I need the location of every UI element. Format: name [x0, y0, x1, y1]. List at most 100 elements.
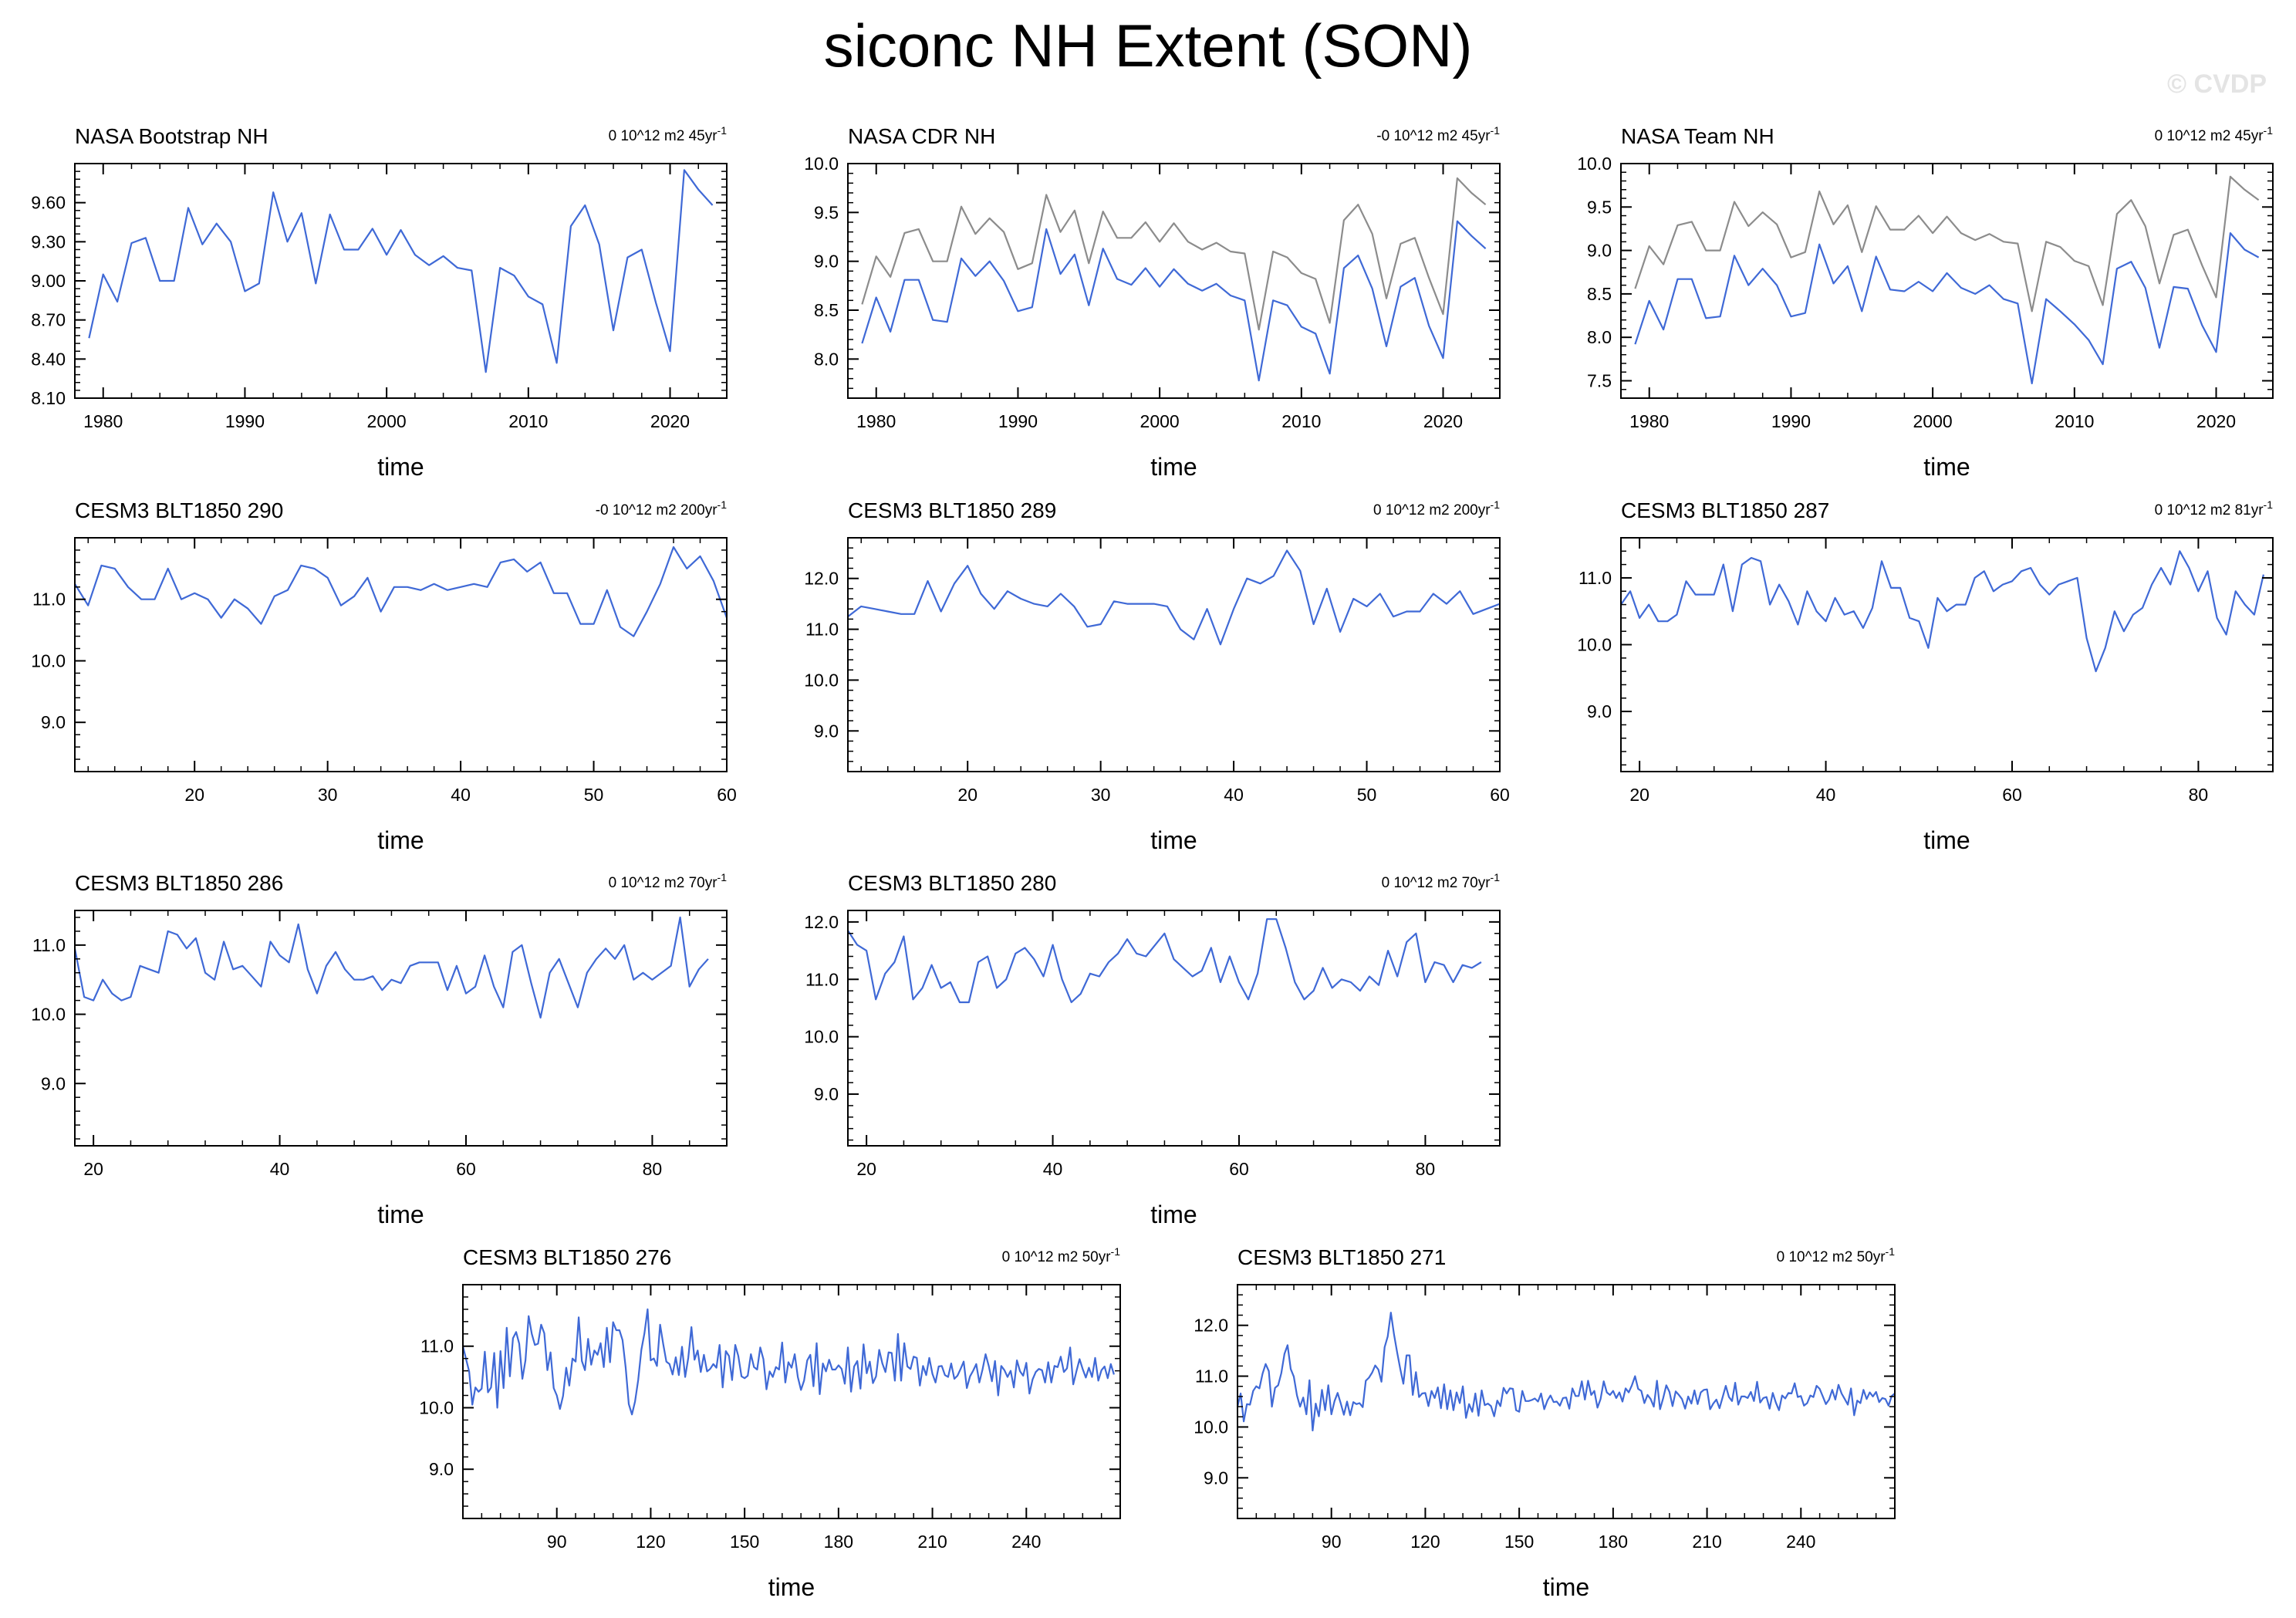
x-tick-label: 1990 [1771, 411, 1811, 431]
y-tick-label: 12.0 [804, 912, 839, 932]
y-tick-label: 10.0 [804, 670, 839, 690]
y-tick-label: 9.0 [429, 1459, 454, 1479]
x-tick-label: 30 [318, 785, 338, 805]
x-tick-label: 240 [1011, 1532, 1041, 1552]
series-line [848, 549, 1500, 646]
x-tick-label: 20 [856, 1159, 876, 1179]
x-axis-label: time [1923, 453, 1970, 481]
plot-frame [1620, 537, 2274, 772]
x-tick-label: 210 [917, 1532, 947, 1552]
x-tick-label: 2010 [2055, 411, 2094, 431]
x-tick-label: 2000 [1140, 411, 1180, 431]
trend-label: 0 10^12 m2 50yr-1 [1002, 1245, 1121, 1265]
plot-frame [847, 910, 1501, 1147]
y-tick-label: 10.0 [1577, 635, 1612, 655]
trend-label: 0 10^12 m2 81yr-1 [2155, 498, 2274, 519]
y-tick-label: 8.5 [814, 300, 839, 320]
panel: NASA Team NH 0 10^12 m2 45yr-1 7.5 8.0 8.5 9.… [1577, 124, 2274, 481]
panel-title: NASA Team NH [1621, 124, 1774, 148]
x-tick-label: 1980 [83, 411, 123, 431]
copyright-watermark: © CVDP [2167, 69, 2267, 99]
panel-title: CESM3 BLT1850 276 [463, 1245, 671, 1269]
y-tick-label: 8.70 [31, 310, 66, 330]
y-tick-label: 10.0 [31, 650, 66, 671]
x-tick-label: 50 [584, 785, 604, 805]
trend-label: 0 10^12 m2 45yr-1 [609, 124, 728, 144]
y-tick-label: 9.5 [1587, 197, 1612, 217]
x-tick-label: 40 [1224, 785, 1244, 805]
trend-label: -0 10^12 m2 200yr-1 [596, 498, 728, 519]
y-tick-label: 9.5 [814, 202, 839, 222]
panel: CESM3 BLT1850 290 -0 10^12 m2 200yr-1 9.0 1… [31, 498, 737, 854]
y-tick-label: 11.0 [32, 589, 66, 610]
x-tick-label: 60 [456, 1159, 476, 1179]
trend-label: -0 10^12 m2 45yr-1 [1376, 124, 1500, 144]
y-tick-label: 9.30 [31, 231, 66, 252]
panel: NASA CDR NH -0 10^12 m2 45yr-1 8.0 8.5 9.0 9.… [804, 124, 1501, 481]
y-tick-label: 10.0 [1577, 154, 1612, 174]
x-axis-label: time [377, 453, 424, 481]
x-tick-label: 2020 [2196, 411, 2236, 431]
series-line [463, 1308, 1115, 1416]
x-tick-label: 50 [1357, 785, 1377, 805]
x-tick-label: 2020 [650, 411, 690, 431]
x-tick-label: 30 [1091, 785, 1111, 805]
panel-title: CESM3 BLT1850 289 [848, 498, 1056, 522]
x-tick-label: 20 [184, 785, 204, 805]
series-line [848, 918, 1482, 1004]
x-tick-label: 120 [1410, 1532, 1440, 1552]
x-tick-label: 60 [717, 785, 737, 805]
x-tick-label: 150 [1504, 1532, 1534, 1552]
y-tick-label: 8.40 [31, 349, 66, 369]
y-tick-label: 8.5 [1587, 284, 1612, 304]
plot-frame [1620, 163, 2274, 399]
y-tick-label: 10.0 [1194, 1417, 1228, 1437]
y-tick-label: 11.0 [420, 1336, 454, 1356]
x-tick-label: 40 [270, 1159, 290, 1179]
y-tick-label: 11.0 [805, 620, 839, 640]
x-axis-label: time [377, 1201, 424, 1228]
x-tick-label: 60 [1229, 1159, 1249, 1179]
x-tick-label: 40 [451, 785, 471, 805]
y-tick-label: 10.0 [804, 1027, 839, 1047]
x-tick-label: 1990 [225, 411, 265, 431]
panel-title: NASA Bootstrap NH [75, 124, 268, 148]
x-axis-label: time [1150, 1201, 1197, 1228]
panel: CESM3 BLT1850 276 0 10^12 m2 50yr-1 9.0 10.… [419, 1245, 1121, 1601]
plot-frame [847, 537, 1501, 772]
x-tick-label: 40 [1816, 785, 1836, 805]
x-tick-label: 120 [636, 1532, 665, 1552]
trend-label: 0 10^12 m2 200yr-1 [1373, 498, 1500, 519]
y-tick-label: 7.5 [1587, 370, 1612, 390]
series-line [75, 916, 709, 1019]
x-tick-label: 180 [1599, 1532, 1628, 1552]
y-tick-label: 9.0 [814, 721, 839, 741]
series-line [88, 169, 714, 373]
plot-frame [74, 910, 728, 1147]
y-tick-label: 9.0 [1587, 241, 1612, 261]
x-tick-label: 90 [1322, 1532, 1342, 1552]
y-tick-label: 9.0 [1587, 701, 1612, 721]
y-tick-label: 8.0 [1587, 327, 1612, 347]
trend-label: 0 10^12 m2 70yr-1 [1382, 871, 1501, 891]
y-tick-label: 9.0 [814, 252, 839, 272]
panel: CESM3 BLT1850 280 0 10^12 m2 70yr-1 9.0 10.… [804, 871, 1501, 1228]
trend-label: 0 10^12 m2 50yr-1 [1777, 1245, 1896, 1265]
x-tick-label: 1980 [1629, 411, 1669, 431]
panel-title: NASA CDR NH [848, 124, 995, 148]
series-line [1634, 175, 2260, 312]
x-tick-label: 210 [1692, 1532, 1721, 1552]
trend-label: 0 10^12 m2 70yr-1 [609, 871, 728, 891]
x-tick-label: 2010 [508, 411, 548, 431]
y-tick-label: 12.0 [1194, 1316, 1228, 1336]
x-axis-label: time [1150, 826, 1197, 854]
series-line [861, 177, 1487, 331]
x-axis-label: time [1150, 453, 1197, 481]
trend-label: 0 10^12 m2 45yr-1 [2155, 124, 2274, 144]
panel: CESM3 BLT1850 289 0 10^12 m2 200yr-1 9.0 10… [804, 498, 1510, 854]
series-line [1634, 232, 2260, 384]
plot-frame [847, 163, 1501, 399]
x-tick-label: 20 [83, 1159, 103, 1179]
x-tick-label: 240 [1786, 1532, 1815, 1552]
panel-title: CESM3 BLT1850 280 [848, 871, 1056, 895]
